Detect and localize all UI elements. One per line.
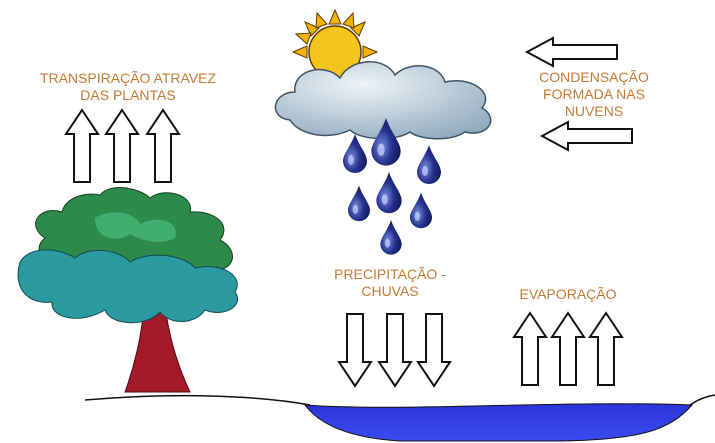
water — [305, 404, 692, 441]
label-line: FORMADA NAS — [543, 86, 645, 102]
label-line: CHUVAS — [361, 283, 418, 299]
label-line: DAS PLANTAS — [80, 87, 175, 103]
label-line: EVAPORAÇÃO — [520, 286, 617, 302]
tree — [18, 188, 238, 392]
water-cycle-diagram: TRANSPIRAÇÃO ATRAVEZ DAS PLANTAS CONDENS… — [0, 0, 715, 443]
label-line: TRANSPIRAÇÃO ATRAVEZ — [40, 70, 217, 86]
label-line: PRECIPITAÇÃO - — [334, 266, 446, 282]
label-line: CONDENSAÇÃO — [539, 69, 649, 85]
evaporation-arrows — [514, 313, 622, 385]
precipitation-arrows — [339, 314, 450, 386]
label-line: NUVENS — [565, 103, 623, 119]
transpiration-arrows — [66, 110, 179, 182]
